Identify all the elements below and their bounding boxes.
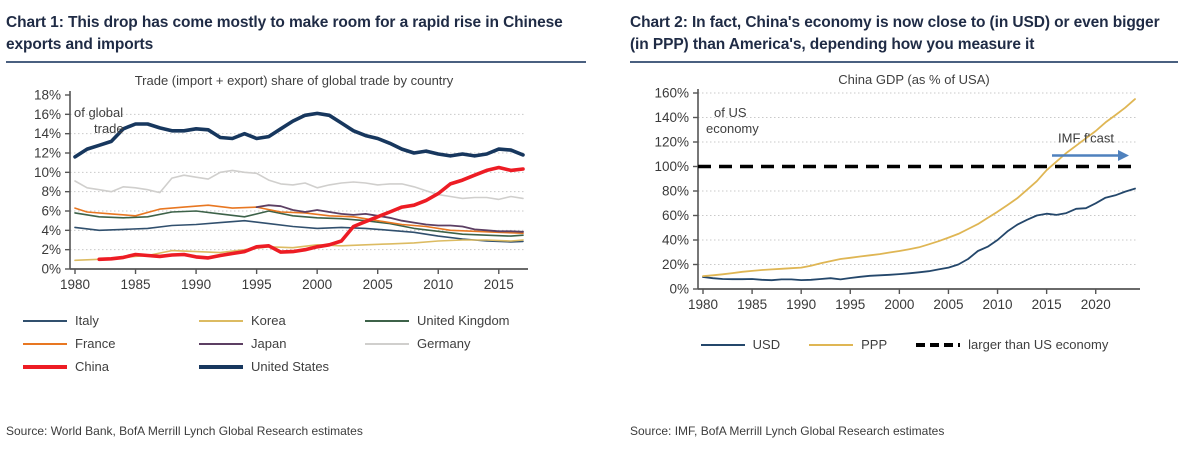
- y-tick-label: 8%: [41, 184, 61, 199]
- trade-share-chart: 0% 2% 4% 6% 8% 10% 12% 14% 16% 18% 1980 1985 1990 199…: [34, 73, 528, 292]
- y-tick-label: 2%: [41, 242, 61, 257]
- legend-item-italy: Italy: [22, 313, 198, 328]
- y-tick-label: 40%: [662, 233, 689, 248]
- y-tick-label: 60%: [662, 208, 689, 223]
- x-tick-label: 2000: [884, 297, 914, 312]
- legend-swatch: [199, 319, 243, 322]
- chart-title: Trade (import + export) share of global …: [135, 73, 454, 88]
- y-tick-label: 80%: [662, 184, 689, 199]
- series-line-france: [74, 204, 524, 234]
- legend-swatch: [916, 342, 961, 347]
- forecast-arrow-head: [1118, 150, 1129, 161]
- legend-label: Korea: [251, 313, 286, 328]
- x-tick-label: 1980: [60, 277, 90, 292]
- y-axis-label: trade: [94, 121, 124, 136]
- legend-swatch: [23, 342, 67, 345]
- legend-item-china: China: [22, 359, 198, 374]
- y-axis-label: of global: [74, 105, 123, 120]
- y-tick-label: 18%: [34, 88, 61, 103]
- y-tick-label: 14%: [34, 126, 61, 141]
- series-line-ppp: [702, 98, 1136, 278]
- legend-swatch: [809, 343, 854, 346]
- chart2-heading: Chart 2: In fact, China's economy is now…: [630, 12, 1178, 63]
- legend-label: PPP: [861, 337, 888, 352]
- y-tick-label: 4%: [41, 223, 61, 238]
- legend-label: Japan: [251, 336, 287, 351]
- y-tick-label: 20%: [662, 257, 689, 272]
- legend-item-united-states: United States: [198, 359, 364, 374]
- x-tick-label: 2015: [484, 277, 514, 292]
- chart1-legend: Italy Korea United Kingdom France Japan Germa…: [6, 313, 586, 374]
- legend-item-larger-than-us-economy: larger than US economy: [915, 337, 1108, 352]
- x-tick-label: 1985: [121, 277, 151, 292]
- series-line-germany: [74, 169, 524, 201]
- legend-label: United Kingdom: [417, 313, 510, 328]
- legend-swatch: [23, 364, 67, 369]
- y-tick-label: 6%: [41, 204, 61, 219]
- series-line-united-kingdom: [74, 210, 524, 237]
- x-tick-label: 2010: [983, 297, 1013, 312]
- y-tick-label: 160%: [654, 86, 689, 101]
- x-tick-label: 1995: [242, 277, 272, 292]
- legend-label: larger than US economy: [968, 337, 1109, 352]
- x-tick-label: 2000: [302, 277, 332, 292]
- china-gdp-chart: 0% 20% 40% 60% 80% 100% 120% 140% 160% 1980 1985 19…: [654, 72, 1140, 312]
- y-tick-label: 16%: [34, 107, 61, 122]
- y-tick-label: 0%: [41, 262, 61, 277]
- y-tick-label: 140%: [654, 110, 689, 125]
- chart1-heading: Chart 1: This drop has come mostly to ma…: [6, 12, 586, 63]
- legend-label: Germany: [417, 336, 471, 351]
- imf-forecast-label: IMF f'cast: [1058, 131, 1114, 146]
- y-tick-label: 12%: [34, 146, 61, 161]
- x-tick-label: 1995: [835, 297, 865, 312]
- y-axis-label: economy: [706, 121, 759, 136]
- chart2-legend: USD PPP larger than US economy: [630, 337, 1178, 352]
- y-tick-label: 0%: [669, 282, 689, 297]
- legend-swatch: [199, 342, 243, 345]
- legend-item-korea: Korea: [198, 313, 364, 328]
- legend-label: United States: [251, 359, 330, 374]
- legend-label: Italy: [75, 313, 99, 328]
- chart2-source: Source: IMF, BofA Merrill Lynch Global R…: [630, 424, 945, 438]
- x-tick-label: 2010: [423, 277, 453, 292]
- y-tick-label: 10%: [34, 165, 61, 180]
- legend-item-usd: USD: [700, 337, 780, 352]
- x-tick-label: 1990: [181, 277, 211, 292]
- x-tick-label: 1985: [737, 297, 767, 312]
- series-line-usd: [702, 187, 1136, 282]
- series-line-china: [97, 165, 525, 262]
- chart2-panel: Chart 2: In fact, China's economy is now…: [630, 12, 1178, 446]
- legend-swatch: [700, 343, 745, 346]
- x-tick-label: 1980: [688, 297, 718, 312]
- legend-swatch: [365, 319, 409, 322]
- legend-item-ppp: PPP: [808, 337, 887, 352]
- legend-label: China: [75, 359, 109, 374]
- legend-item-united-kingdom: United Kingdom: [364, 313, 586, 328]
- y-tick-label: 100%: [654, 159, 689, 174]
- legend-label: USD: [752, 337, 781, 352]
- legend-item-france: France: [22, 336, 198, 351]
- legend-swatch: [23, 319, 67, 322]
- series-line-japan: [255, 204, 524, 233]
- x-tick-label: 2005: [363, 277, 393, 292]
- legend-item-germany: Germany: [364, 336, 586, 351]
- x-tick-label: 2020: [1081, 297, 1111, 312]
- series-line-italy: [74, 219, 524, 243]
- legend-item-japan: Japan: [198, 336, 364, 351]
- series-line-united-states: [73, 111, 525, 159]
- chart-title: China GDP (as % of USA): [838, 72, 989, 87]
- y-axis-label: of US: [714, 105, 747, 120]
- x-tick-label: 2005: [933, 297, 963, 312]
- chart1-panel: Chart 1: This drop has come mostly to ma…: [6, 12, 586, 446]
- legend-swatch: [365, 342, 409, 345]
- legend-label: France: [75, 336, 116, 351]
- x-tick-label: 1990: [786, 297, 816, 312]
- legend-swatch: [199, 364, 243, 369]
- y-tick-label: 120%: [654, 135, 689, 150]
- chart1-source: Source: World Bank, BofA Merrill Lynch G…: [6, 424, 363, 438]
- x-tick-label: 2015: [1032, 297, 1062, 312]
